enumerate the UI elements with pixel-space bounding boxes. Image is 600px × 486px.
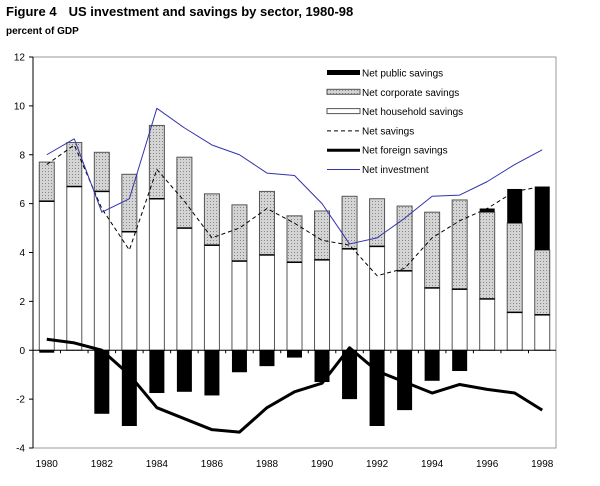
y-tick-label: 10 (14, 101, 26, 112)
y-tick-label: 8 (19, 150, 25, 161)
x-tick-label: 1992 (366, 459, 389, 470)
bar-public (342, 350, 358, 400)
y-tick-label: -2 (16, 395, 25, 406)
bar-household (451, 288, 468, 351)
chart-title: Figure 4 US investment and savings by sec… (6, 4, 353, 19)
bar-household (93, 190, 110, 351)
bar-household (314, 259, 331, 351)
y-tick-label: 2 (19, 297, 25, 308)
bar-public (231, 350, 247, 373)
bar-public (121, 350, 137, 427)
bar-corporate (93, 151, 110, 192)
bar-household (286, 261, 303, 351)
bar-public (507, 188, 523, 224)
bar-public (424, 350, 440, 381)
line-net-foreign-savings (46, 337, 544, 434)
bar-public (452, 350, 468, 372)
x-tick-label: 1982 (91, 459, 114, 470)
x-tick-label: 1980 (36, 459, 59, 470)
bar-corporate (451, 199, 468, 290)
bar-household (258, 254, 275, 351)
bar-corporate (66, 142, 83, 188)
y-tick-label: -4 (16, 444, 25, 455)
legend-swatch (326, 88, 361, 95)
bar-household (479, 298, 496, 351)
x-tick-label: 1990 (311, 459, 334, 470)
bar-corporate (286, 215, 303, 263)
bar-public (94, 350, 110, 414)
line-net-savings (46, 144, 543, 277)
bar-corporate (534, 249, 551, 316)
figure-number: Figure 4 (6, 4, 57, 19)
bar-household (148, 198, 165, 351)
bar-corporate (38, 161, 55, 202)
bar-corporate (314, 210, 331, 261)
x-tick-label: 1998 (531, 459, 554, 470)
y-tick-label: 6 (19, 199, 25, 210)
bar-household (424, 287, 441, 351)
legend-label: Net savings (362, 126, 414, 137)
bar-public (259, 350, 275, 367)
x-tick-label: 1984 (146, 459, 169, 470)
bar-household (38, 200, 55, 351)
legend-label: Net investment (362, 165, 429, 176)
legend-label: Net household savings (362, 107, 463, 118)
x-tick-label: 1994 (421, 459, 444, 470)
bar-household (231, 260, 248, 351)
title-text: US investment and savings by sector, 198… (68, 4, 354, 19)
legend-swatch (326, 108, 361, 115)
bar-corporate (148, 124, 165, 200)
bar-corporate (231, 204, 248, 262)
bar-public (534, 186, 550, 251)
x-tick-label: 1986 (201, 459, 224, 470)
x-tick-label: 1996 (476, 459, 499, 470)
bar-household (203, 244, 220, 351)
bar-public (479, 208, 495, 213)
y-tick-label: 12 (14, 53, 26, 64)
bar-household (66, 186, 83, 351)
bar-corporate (479, 211, 496, 300)
y-tick-label: 4 (19, 248, 25, 259)
legend-swatch (327, 70, 360, 75)
bar-public (397, 350, 413, 411)
legend-label: Net corporate savings (362, 88, 459, 99)
bar-public (369, 350, 385, 427)
bar-household (534, 314, 551, 351)
bar-household (396, 270, 413, 351)
bar-corporate (176, 156, 193, 229)
bar-public (176, 350, 192, 392)
bar-corporate (424, 211, 441, 289)
bar-household (121, 231, 138, 351)
legend-label: Net foreign savings (362, 146, 448, 157)
y-axis-unit: percent of GDP (6, 26, 79, 37)
legend-label: Net public savings (362, 69, 443, 80)
bar-corporate (341, 195, 358, 250)
line-net-investment (46, 107, 543, 245)
bar-public (149, 350, 165, 394)
bar-corporate (258, 190, 275, 256)
bar-public (39, 350, 55, 353)
bar-household (341, 248, 358, 351)
bar-household (369, 245, 386, 351)
x-tick-label: 1988 (256, 459, 279, 470)
bar-household (506, 311, 523, 351)
bar-corporate (396, 205, 413, 272)
bar-public (314, 350, 330, 383)
bar-public (287, 350, 302, 358)
bar-public (204, 350, 220, 396)
y-tick-label: 0 (19, 346, 25, 357)
bar-household (176, 227, 193, 351)
bar-corporate (506, 222, 523, 313)
